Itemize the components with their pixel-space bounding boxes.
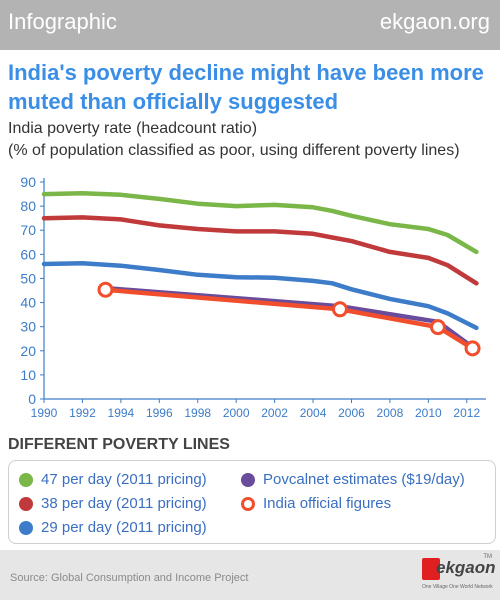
top-bar: Infographic ekgaon.org bbox=[0, 0, 500, 50]
y-tick-label: 90 bbox=[20, 174, 36, 190]
series-line-india-official-figures bbox=[103, 287, 475, 351]
legend-swatch-29 bbox=[19, 520, 33, 535]
legend-label-29: 29 per day (2011 pricing) bbox=[41, 519, 207, 536]
y-tick-label: 60 bbox=[20, 246, 36, 262]
legend-item-official: India official figures bbox=[241, 495, 391, 512]
legend-title: DIFFERENT POVERTY LINES bbox=[8, 436, 230, 453]
x-tick-label: 2004 bbox=[300, 406, 327, 420]
x-tick-label: 1990 bbox=[31, 406, 58, 420]
source-note: Source: Global Consumption and Income Pr… bbox=[10, 572, 249, 584]
ekgaon-logo: ekgaon One Village One World Network TM bbox=[422, 554, 496, 598]
footer: Source: Global Consumption and Income Pr… bbox=[0, 550, 500, 600]
legend-swatch-povcalnet bbox=[241, 472, 255, 487]
x-tick-label: 2008 bbox=[377, 406, 404, 420]
legend-swatch-47 bbox=[19, 472, 33, 487]
data-point-official bbox=[331, 301, 348, 318]
legend-item-povcalnet: Povcalnet estimates ($19/day) bbox=[241, 471, 465, 488]
header-label: Infographic bbox=[8, 9, 117, 34]
legend-label-official: India official figures bbox=[263, 495, 392, 512]
logo-text: ekgaon bbox=[436, 558, 496, 577]
y-tick-label: 0 bbox=[28, 391, 36, 407]
y-tick-label: 50 bbox=[20, 270, 36, 286]
series-line-38-per-day-2011-pricing bbox=[41, 215, 479, 286]
y-tick-label: 40 bbox=[20, 295, 36, 311]
legend-label-38: 38 per day (2011 pricing) bbox=[41, 495, 207, 512]
x-tick-label: 1996 bbox=[146, 406, 173, 420]
x-tick-label: 1992 bbox=[69, 406, 96, 420]
legend: 47 per day (2011 pricing) 38 per day (20… bbox=[8, 460, 496, 544]
y-tick-label: 10 bbox=[20, 367, 36, 383]
x-tick-label: 1998 bbox=[184, 406, 211, 420]
legend-item-47: 47 per day (2011 pricing) bbox=[19, 471, 207, 488]
legend-swatch-38 bbox=[19, 496, 33, 511]
logo-mark-icon bbox=[422, 558, 440, 580]
y-tick-label: 30 bbox=[20, 319, 36, 335]
x-tick-label: 2002 bbox=[261, 406, 288, 420]
legend-item-29: 29 per day (2011 pricing) bbox=[19, 519, 207, 536]
x-tick-label: 2010 bbox=[415, 406, 442, 420]
series-line-47-per-day-2011-pricing bbox=[41, 191, 479, 255]
x-tick-label: 2012 bbox=[453, 406, 480, 420]
series-line-povcalnet-estimates-19-day bbox=[103, 285, 475, 350]
y-tick-label: 80 bbox=[20, 198, 36, 214]
chart-title: India's poverty decline might have been … bbox=[8, 60, 484, 114]
x-tick-label: 2006 bbox=[338, 406, 365, 420]
legend-swatch-official bbox=[241, 496, 255, 511]
data-point-official bbox=[97, 281, 114, 298]
legend-label-47: 47 per day (2011 pricing) bbox=[41, 471, 207, 488]
data-point-official bbox=[464, 340, 481, 357]
legend-item-38: 38 per day (2011 pricing) bbox=[19, 495, 207, 512]
logo-tm: TM bbox=[483, 554, 492, 560]
series-line-29-per-day-2011-pricing bbox=[41, 261, 479, 331]
data-point-official bbox=[429, 319, 446, 336]
logo-tagline: One Village One World Network bbox=[422, 584, 493, 590]
header-site: ekgaon.org bbox=[379, 9, 490, 34]
y-tick-label: 70 bbox=[20, 222, 36, 238]
x-tick-label: 1994 bbox=[108, 406, 135, 420]
y-tick-label: 20 bbox=[20, 343, 36, 359]
x-tick-label: 2000 bbox=[223, 406, 250, 420]
legend-label-povcalnet: Povcalnet estimates ($19/day) bbox=[263, 471, 465, 488]
chart-subtitle-1: India poverty rate (headcount ratio) bbox=[8, 120, 258, 137]
chart-subtitle-2: (% of population classified as poor, usi… bbox=[8, 142, 460, 159]
poverty-line-chart: 0 10 20 30 40 50 60 70 80 90 1990 1992 1994 1996 1998 2… bbox=[20, 174, 486, 420]
